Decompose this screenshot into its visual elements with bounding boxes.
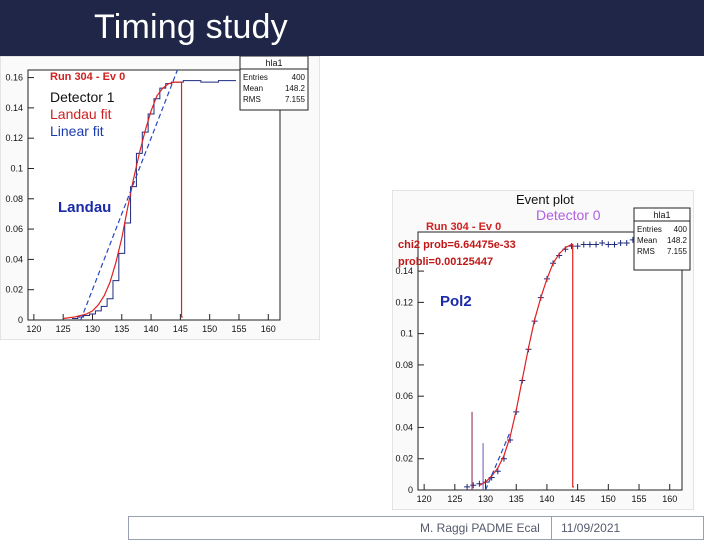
y-tick-label: 0.06 (5, 224, 23, 234)
x-tick-label: 130 (478, 494, 493, 504)
footer-separator (551, 516, 552, 540)
title-bar (0, 0, 704, 56)
stats-label: Entries (637, 225, 662, 234)
data-point (464, 483, 471, 490)
series-fit-line (479, 243, 574, 488)
run-annotation: Run 304 - Ev 0 (426, 221, 501, 233)
legend-entry: Detector 0 (536, 207, 601, 223)
legend-entry: Linear fit (50, 123, 104, 139)
data-point (617, 239, 624, 246)
y-tick-label: 0.06 (395, 391, 413, 401)
stats-name: hla1 (653, 210, 670, 220)
plot-frame (417, 231, 683, 491)
x-tick-label: 160 (261, 324, 276, 334)
stats-label: RMS (243, 95, 261, 104)
stats-value: 400 (674, 225, 688, 234)
footer-author: M. Raggi PADME Ecal (420, 521, 540, 535)
series-linear-fit-line (80, 69, 179, 321)
y-tick-label: 0.12 (5, 133, 23, 143)
data-point (605, 241, 612, 248)
stats-label: Entries (243, 73, 268, 82)
stats-value: 7.155 (667, 247, 688, 256)
x-tick-label: 140 (539, 494, 554, 504)
y-tick-label: 0.02 (5, 285, 23, 295)
series-linear-line (484, 431, 511, 491)
stats-name: hla1 (265, 58, 282, 68)
y-tick-label: 0.1 (400, 329, 413, 339)
y-tick-label: 0.08 (395, 360, 413, 370)
x-tick-label: 155 (231, 324, 246, 334)
fit-result-text: probli=0.00125447 (398, 256, 493, 268)
footer-date: 11/09/2021 (561, 521, 621, 535)
data-point (470, 482, 477, 489)
fit-result-text: chi2 prob=6.64475e-33 (398, 239, 516, 251)
stats-label: Mean (243, 84, 263, 93)
fit-method-label: Pol2 (440, 293, 472, 310)
series-landau-fit-line (63, 81, 183, 320)
slide-title: Timing study (94, 8, 288, 46)
stats-value: 400 (292, 73, 306, 82)
x-tick-label: 125 (56, 324, 71, 334)
data-point (623, 239, 630, 246)
y-tick-label: 0 (408, 485, 413, 495)
x-tick-label: 120 (26, 324, 41, 334)
fit-method-label: Landau (58, 199, 111, 216)
x-tick-label: 155 (632, 494, 647, 504)
data-point (611, 241, 618, 248)
x-tick-label: 135 (114, 324, 129, 334)
x-tick-label: 160 (662, 494, 677, 504)
y-tick-label: 0 (18, 315, 23, 325)
x-tick-label: 140 (144, 324, 159, 334)
y-tick-label: 0.1 (10, 163, 23, 173)
y-tick-label: 0.14 (5, 103, 23, 113)
x-tick-label: 120 (417, 494, 432, 504)
y-tick-label: 0.04 (5, 254, 23, 264)
x-tick-label: 145 (570, 494, 585, 504)
data-point (599, 239, 606, 246)
data-point (593, 241, 600, 248)
legend-entry: Landau fit (50, 106, 112, 122)
stats-value: 148.2 (667, 236, 688, 245)
plot-title: Event plot (516, 192, 574, 207)
x-tick-label: 125 (447, 494, 462, 504)
y-tick-label: 0.08 (5, 194, 23, 204)
stats-label: RMS (637, 247, 655, 256)
pol2-fit-plot: Event plot 0 0.02 0.04 0.06 0.08 0.1 0.12 0.14 12… (392, 190, 694, 510)
stats-value: 148.2 (285, 84, 306, 93)
x-tick-label: 150 (601, 494, 616, 504)
stats-label: Mean (637, 236, 657, 245)
data-point (574, 243, 581, 250)
x-tick-label: 150 (202, 324, 217, 334)
y-tick-label: 0.14 (395, 266, 413, 276)
y-tick-label: 0.12 (395, 297, 413, 307)
y-tick-label: 0.04 (395, 422, 413, 432)
stats-box (633, 207, 691, 271)
x-tick-label: 145 (173, 324, 188, 334)
stats-box (239, 56, 309, 111)
x-tick-label: 130 (85, 324, 100, 334)
y-tick-label: 0.02 (395, 454, 413, 464)
landau-fit-plot: 0 0.02 0.04 0.06 0.08 0.1 0.12 0.14 0.16 120 125 13… (0, 56, 320, 340)
legend-entry: Detector 1 (50, 89, 115, 105)
data-point (586, 241, 593, 248)
stats-value: 7.155 (285, 95, 306, 104)
series-detector-1-histogram (71, 80, 237, 319)
y-tick-label: 0.16 (5, 73, 23, 83)
x-tick-label: 135 (509, 494, 524, 504)
run-annotation: Run 304 - Ev 0 (50, 71, 125, 83)
data-point (580, 241, 587, 248)
